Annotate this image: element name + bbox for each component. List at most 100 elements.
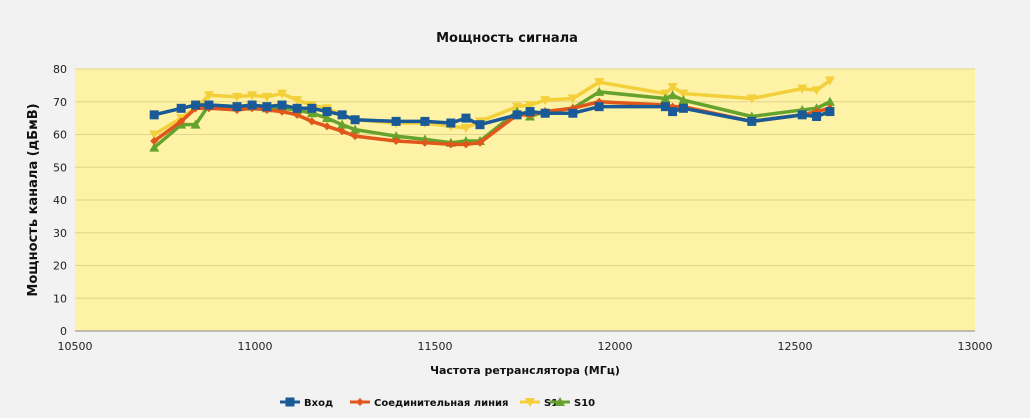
data-point <box>149 110 159 120</box>
data-point <box>191 100 201 110</box>
data-point <box>461 140 470 149</box>
y-tick-label: 30 <box>53 227 67 240</box>
x-tick-label: 12000 <box>598 340 633 353</box>
data-point <box>812 111 822 121</box>
legend-label: Вход <box>304 398 333 409</box>
legend-label: S10 <box>574 398 595 409</box>
data-point <box>204 100 214 110</box>
data-point <box>391 131 402 141</box>
x-tick-label: 12500 <box>778 340 813 353</box>
data-point <box>247 91 258 101</box>
data-point <box>307 117 316 126</box>
data-point <box>262 102 272 112</box>
data-point <box>594 102 604 112</box>
data-point <box>203 91 214 101</box>
data-point <box>525 101 536 111</box>
x-tick-label: 13000 <box>958 340 993 353</box>
data-point <box>825 107 835 117</box>
data-point <box>678 103 688 113</box>
data-point <box>660 93 671 103</box>
data-point <box>277 100 287 110</box>
data-point <box>678 95 689 105</box>
data-point <box>177 117 186 126</box>
data-point <box>351 132 360 141</box>
data-point <box>277 89 287 99</box>
data-point <box>391 116 401 126</box>
legend-item: Вход <box>280 397 333 409</box>
data-point <box>176 103 186 113</box>
legend-item: Соединительная линия <box>350 398 508 409</box>
data-point <box>667 83 678 93</box>
data-point <box>232 92 242 102</box>
y-tick-label: 20 <box>53 260 67 273</box>
data-point <box>323 122 331 131</box>
data-point <box>568 108 578 118</box>
y-axis-label: Мощность канала (дБмВ) <box>26 103 41 296</box>
data-point <box>476 138 484 147</box>
data-point <box>668 107 678 117</box>
data-point <box>555 397 565 406</box>
series-Вход <box>149 100 835 130</box>
y-tick-label: 70 <box>53 96 67 109</box>
data-point <box>232 102 242 112</box>
data-point <box>797 84 808 94</box>
x-axis-label: Частота ретранслятора (МГц) <box>430 364 620 377</box>
data-point <box>678 89 689 99</box>
data-point <box>747 116 757 126</box>
y-tick-label: 80 <box>53 63 67 76</box>
data-point <box>540 96 551 106</box>
chart-title: Мощность сигнала <box>436 31 578 46</box>
data-point <box>594 78 605 88</box>
data-point <box>247 100 257 110</box>
x-tick-label: 11000 <box>238 340 273 353</box>
x-tick-label: 11500 <box>418 340 453 353</box>
data-point <box>356 398 364 406</box>
legend-item: S10 <box>550 397 595 409</box>
data-point <box>337 119 348 129</box>
x-tick-label: 10500 <box>58 340 93 353</box>
data-point <box>285 397 295 407</box>
data-point <box>337 110 347 120</box>
data-point <box>594 86 605 96</box>
data-point <box>350 115 360 125</box>
data-point <box>307 103 317 113</box>
legend-label: Соединительная линия <box>374 398 508 409</box>
data-point <box>525 398 535 407</box>
data-point <box>475 120 485 130</box>
data-point <box>392 137 401 146</box>
data-point <box>525 107 535 117</box>
data-point <box>293 110 302 119</box>
y-tick-label: 40 <box>53 194 67 207</box>
data-point <box>824 96 835 106</box>
data-point <box>446 140 455 149</box>
y-tick-label: 60 <box>53 129 67 142</box>
data-point <box>797 110 807 120</box>
data-point <box>149 142 160 152</box>
data-point <box>420 138 429 147</box>
y-tick-label: 10 <box>53 292 67 305</box>
data-point <box>567 94 578 104</box>
data-point <box>512 110 522 120</box>
data-point <box>322 107 332 117</box>
data-point <box>278 107 286 116</box>
data-point <box>746 94 757 104</box>
data-point <box>261 92 272 102</box>
data-point <box>149 130 160 140</box>
data-point <box>811 86 822 96</box>
data-point <box>338 127 347 136</box>
data-point <box>350 124 361 134</box>
y-tick-label: 50 <box>53 161 67 174</box>
data-point <box>824 76 835 86</box>
data-point <box>292 96 303 106</box>
data-point <box>446 118 456 128</box>
data-point <box>540 108 550 118</box>
data-point <box>660 102 670 112</box>
data-point <box>190 119 201 129</box>
data-point <box>667 90 678 100</box>
data-point <box>460 123 471 133</box>
data-point <box>292 103 302 113</box>
data-point <box>322 113 332 123</box>
data-point <box>150 137 159 146</box>
y-tick-label: 0 <box>60 325 67 338</box>
